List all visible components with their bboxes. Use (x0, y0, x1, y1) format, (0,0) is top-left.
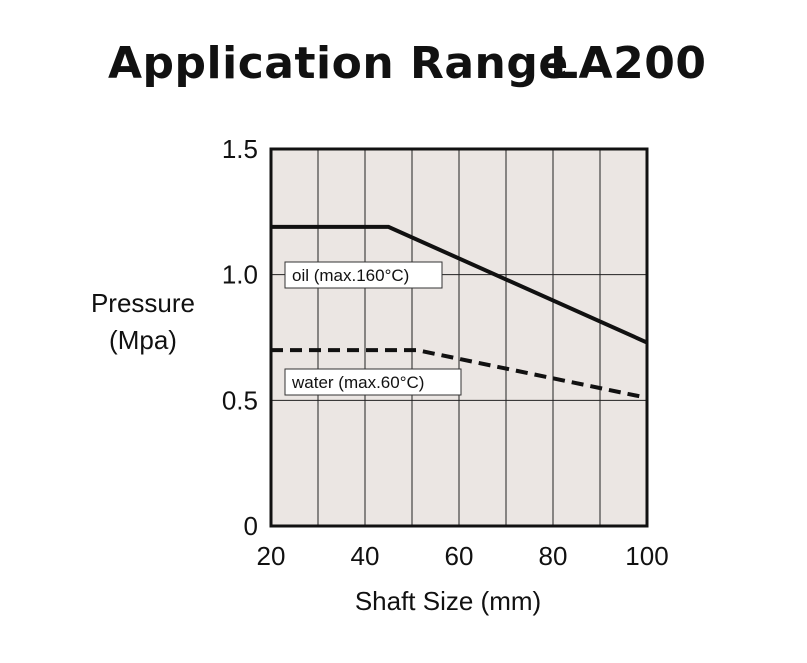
oil-series-line (271, 224, 648, 345)
series-group (271, 224, 648, 400)
y-axis-label-line2: (Mpa) (109, 325, 177, 355)
x-tick-labels: 20 40 60 80 100 (257, 541, 669, 571)
x-tick-label: 80 (539, 541, 568, 571)
annotation-text: oil (max.160°C) (292, 266, 409, 285)
oil-annotation: oil (max.160°C) (284, 261, 443, 289)
water-series-line (271, 348, 648, 400)
chart-title: Application Range (108, 38, 569, 89)
water-annotation: water (max.60°C) (284, 368, 462, 396)
x-tick-label: 60 (445, 541, 474, 571)
plot-frame (269, 147, 649, 528)
model-label: LA200 (550, 38, 707, 89)
title-row: Application Range LA200 (0, 38, 807, 98)
annotations: oil (max.160°C) water (max.60°C) (284, 261, 462, 396)
x-axis-label: Shaft Size (mm) (355, 586, 541, 616)
x-tick-label: 20 (257, 541, 286, 571)
x-tick-label: 100 (625, 541, 668, 571)
annotation-text: water (max.60°C) (291, 373, 424, 392)
y-axis-label-line1: Pressure (91, 288, 195, 318)
y-tick-label: 1.0 (222, 260, 258, 290)
x-tick-label: 40 (351, 541, 380, 571)
y-tick-label: 1.5 (222, 134, 258, 164)
annotation-box (284, 368, 462, 396)
annotation-box (284, 261, 443, 289)
y-tick-label: 0.5 (222, 385, 258, 415)
y-tick-labels: 0 0.5 1.0 1.5 (222, 134, 258, 541)
y-tick-label: 0 (244, 511, 258, 541)
